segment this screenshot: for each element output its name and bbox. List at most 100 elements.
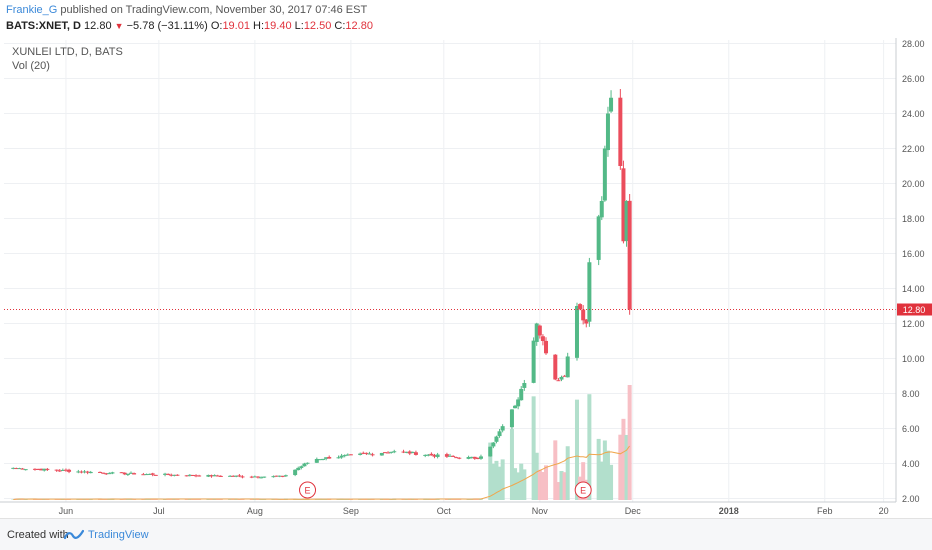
high-value: 19.40 (264, 20, 292, 32)
candle-body (321, 458, 326, 460)
y-tick-label: 2.00 (902, 494, 920, 504)
last-price: 12.80 (84, 20, 112, 32)
candle-body (249, 476, 254, 478)
candle-body (621, 168, 626, 242)
volume-bar (596, 438, 601, 500)
low-value: 12.50 (303, 20, 332, 32)
publish-info: Frankie_G published on TradingView.com, … (6, 4, 367, 16)
price-change: −5.78 (−31.11%) (126, 20, 208, 32)
volume-bar (153, 499, 158, 500)
candle-body (578, 304, 583, 310)
candle-body (342, 455, 347, 457)
volume-bar (299, 499, 304, 500)
candle-body (605, 113, 610, 151)
candle-body (166, 473, 171, 475)
volume-bar (163, 499, 168, 500)
volume-bar (382, 499, 387, 500)
volume-bar (574, 399, 579, 500)
volume-bar (128, 499, 133, 500)
volume-bar (500, 459, 505, 500)
candle-body (581, 309, 586, 321)
close-value: 12.80 (345, 20, 373, 32)
x-tick-label: Dec (625, 506, 642, 516)
candle-body (574, 306, 579, 358)
volume-bar (537, 469, 542, 500)
candle-body (209, 475, 214, 477)
author-link[interactable]: Frankie_G (6, 4, 58, 16)
candle-body (457, 457, 462, 459)
chart-area[interactable]: 12.80 E E 2.00 4.00 6.00 8.00 10.00 12.00 14.00 1… (0, 38, 932, 518)
volume-bar (581, 462, 586, 500)
volume-bar (277, 499, 282, 500)
candle-body (609, 97, 614, 112)
candle-body (314, 458, 319, 463)
candle-body (262, 476, 267, 478)
candle-body (20, 468, 25, 470)
y-tick-label: 8.00 (902, 389, 920, 399)
candle-body (194, 475, 199, 477)
candle-body (516, 399, 521, 407)
chart-title: XUNLEI LTD, D, BATS (12, 46, 123, 58)
candle-body (104, 473, 109, 475)
candle-body (277, 475, 282, 477)
candle-body (596, 216, 601, 260)
volume-bar (342, 499, 347, 500)
candle-body (627, 200, 632, 310)
volume-bar (169, 499, 174, 500)
candle-body (67, 469, 72, 472)
candle-body (624, 201, 629, 242)
volume-bar (379, 499, 384, 500)
candle-body (519, 388, 524, 401)
candle-body (17, 468, 22, 470)
tradingview-brand[interactable]: TradingView (64, 526, 149, 544)
down-arrow-icon: ▼ (114, 21, 124, 31)
candle-body (454, 457, 459, 459)
close-label: C: (334, 20, 346, 32)
candle-body (379, 452, 384, 456)
volume-bar (516, 472, 521, 500)
candle-body (382, 452, 387, 454)
candle-body (42, 468, 47, 471)
volume-bar (132, 499, 137, 500)
candle-body (389, 451, 394, 453)
x-tick-label: 2018 (719, 506, 739, 516)
candle-body (215, 475, 220, 477)
candle-body (472, 456, 477, 459)
volume-bar (627, 385, 632, 500)
candle-body (339, 455, 344, 458)
candle-body (435, 454, 440, 457)
volume-bar (509, 428, 514, 500)
candle-body (255, 476, 260, 478)
volume-bar (605, 450, 610, 500)
volume-bar (562, 472, 567, 500)
volume-bar (469, 499, 474, 500)
candle-body (392, 451, 397, 453)
candle-body (175, 474, 180, 476)
x-tick-label: Jul (153, 506, 165, 516)
candle-body (305, 462, 310, 464)
volume-bar (386, 499, 391, 500)
candle-body (11, 467, 16, 469)
volume-bar (587, 394, 592, 500)
candle-body (559, 376, 564, 380)
volume-bar (602, 440, 607, 500)
volume-bar (11, 499, 16, 500)
candle-body (110, 472, 115, 474)
y-tick-label: 28.00 (902, 39, 925, 49)
volume-bar (36, 499, 41, 500)
volume-bar (336, 499, 341, 500)
volume-bar (621, 418, 626, 500)
volume-bar (540, 472, 545, 500)
earnings-marker-label: E (580, 486, 586, 496)
candle-body (153, 474, 158, 476)
price-chart-svg[interactable]: 12.80 E E 2.00 4.00 6.00 8.00 10.00 12.00 14.00 1… (0, 38, 932, 518)
y-tick-label: 10.00 (902, 354, 925, 364)
candle-body (562, 375, 567, 377)
candle-body (172, 474, 177, 476)
candle-body (324, 457, 329, 459)
volume-bar (451, 499, 456, 500)
candle-body (98, 471, 103, 473)
volume-ma-line (13, 445, 631, 500)
candle-body (144, 474, 149, 476)
open-value: 19.01 (222, 20, 250, 32)
